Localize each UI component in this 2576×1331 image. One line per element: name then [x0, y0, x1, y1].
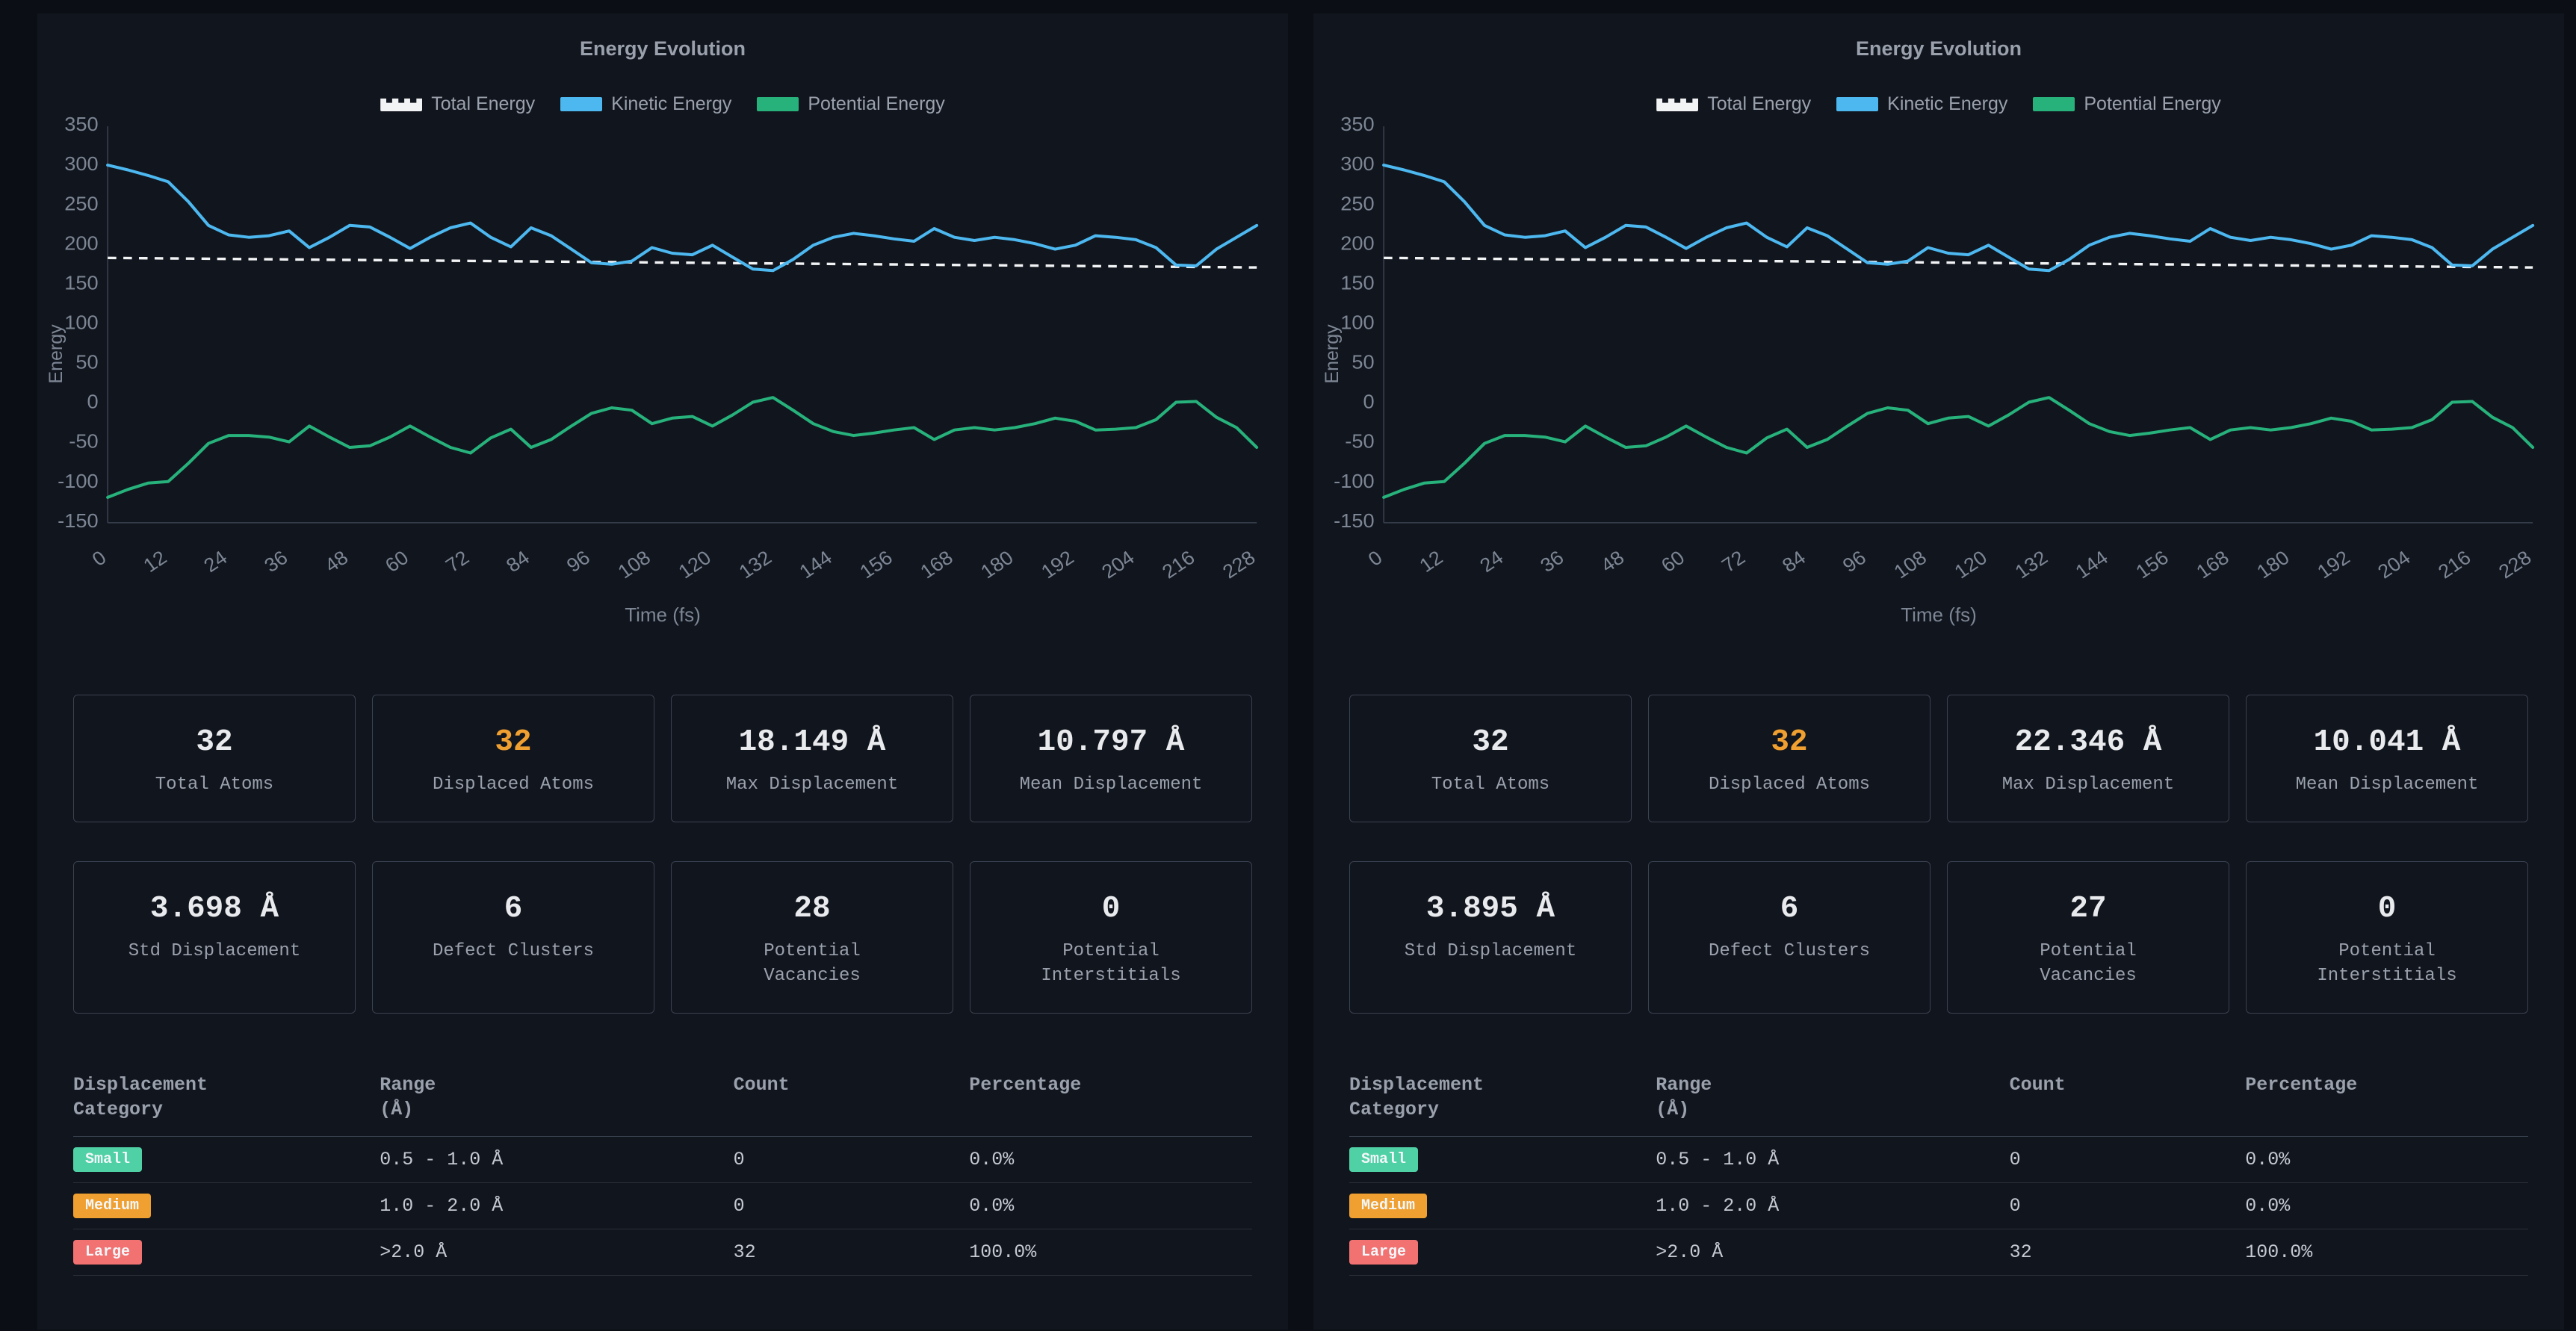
svg-text:-50: -50 — [1345, 430, 1374, 452]
svg-text:108: 108 — [1889, 546, 1931, 583]
svg-text:144: 144 — [795, 546, 836, 583]
svg-text:50: 50 — [75, 351, 98, 373]
svg-text:250: 250 — [64, 193, 98, 214]
svg-text:132: 132 — [734, 546, 775, 583]
svg-text:204: 204 — [2374, 546, 2415, 583]
svg-text:192: 192 — [1037, 546, 1078, 583]
svg-text:200: 200 — [1340, 232, 1374, 254]
svg-text:216: 216 — [1158, 546, 1199, 583]
svg-text:60: 60 — [1657, 546, 1688, 577]
svg-text:48: 48 — [1597, 546, 1628, 577]
svg-text:300: 300 — [1340, 153, 1374, 175]
svg-text:228: 228 — [1219, 546, 1260, 583]
svg-text:0: 0 — [1364, 546, 1387, 570]
svg-text:156: 156 — [855, 546, 897, 583]
svg-text:300: 300 — [64, 153, 98, 175]
svg-text:250: 250 — [1340, 193, 1374, 214]
svg-text:24: 24 — [199, 546, 232, 577]
svg-text:0: 0 — [1363, 391, 1374, 412]
svg-text:72: 72 — [442, 546, 473, 577]
svg-text:228: 228 — [2495, 546, 2536, 583]
svg-text:84: 84 — [502, 546, 534, 577]
svg-text:144: 144 — [2071, 546, 2112, 583]
svg-text:-100: -100 — [1334, 470, 1374, 491]
svg-text:84: 84 — [1778, 546, 1810, 577]
svg-text:150: 150 — [64, 272, 98, 294]
svg-text:12: 12 — [1415, 546, 1446, 577]
svg-text:216: 216 — [2434, 546, 2475, 583]
svg-text:168: 168 — [916, 546, 957, 583]
svg-text:12: 12 — [139, 546, 170, 577]
svg-text:96: 96 — [1839, 546, 1870, 577]
svg-text:120: 120 — [674, 546, 715, 583]
svg-text:156: 156 — [2131, 546, 2173, 583]
svg-text:192: 192 — [2313, 546, 2354, 583]
svg-text:100: 100 — [64, 311, 98, 333]
svg-text:36: 36 — [1536, 546, 1567, 577]
svg-text:36: 36 — [260, 546, 291, 577]
svg-text:96: 96 — [563, 546, 594, 577]
svg-text:50: 50 — [1352, 351, 1374, 373]
svg-text:-150: -150 — [1334, 509, 1374, 531]
svg-text:204: 204 — [1097, 546, 1139, 583]
svg-text:168: 168 — [2192, 546, 2233, 583]
svg-text:180: 180 — [976, 546, 1018, 583]
svg-text:120: 120 — [1950, 546, 1991, 583]
svg-text:350: 350 — [64, 114, 98, 135]
svg-text:-100: -100 — [58, 470, 98, 491]
svg-text:200: 200 — [64, 232, 98, 254]
svg-text:0: 0 — [87, 391, 98, 412]
svg-text:-50: -50 — [69, 430, 98, 452]
svg-text:150: 150 — [1340, 272, 1374, 294]
svg-text:-150: -150 — [58, 509, 98, 531]
svg-text:180: 180 — [2253, 546, 2294, 583]
svg-text:132: 132 — [2010, 546, 2052, 583]
svg-text:108: 108 — [613, 546, 654, 583]
svg-text:0: 0 — [88, 546, 111, 570]
svg-text:350: 350 — [1340, 114, 1374, 135]
svg-text:24: 24 — [1476, 546, 1508, 577]
svg-text:100: 100 — [1340, 311, 1374, 333]
svg-text:60: 60 — [381, 546, 412, 577]
svg-text:72: 72 — [1718, 546, 1749, 577]
svg-text:48: 48 — [321, 546, 352, 577]
